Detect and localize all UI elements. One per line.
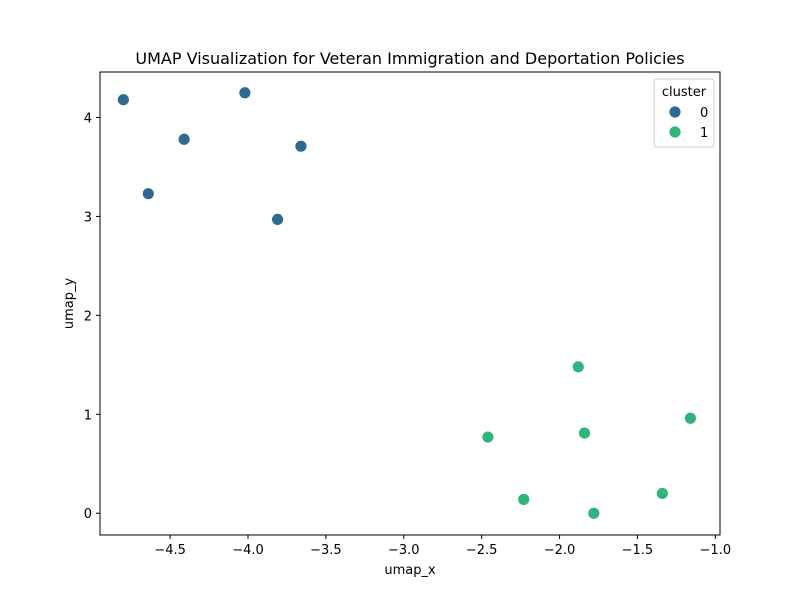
y-axis-label: umap_y [62, 278, 77, 330]
x-tick-label: −4.0 [232, 543, 264, 558]
x-axis-ticks: −4.5 −4.0 −3.5 −3.0 −2.5 −2.0 −1.5 −1.0 [154, 535, 731, 558]
scatter-point-cluster-1 [517, 492, 531, 506]
x-tick-label: −1.5 [622, 543, 654, 558]
y-tick-label: 4 [84, 112, 92, 127]
scatter-point-cluster-0 [238, 86, 252, 100]
x-tick-label: −1.0 [700, 543, 732, 558]
chart-title: UMAP Visualization for Veteran Immigrati… [135, 49, 684, 68]
legend-marker-cluster-0 [668, 105, 682, 119]
x-tick-label: −2.0 [544, 543, 576, 558]
x-tick-label: −2.5 [466, 543, 498, 558]
scatter-point-cluster-0 [177, 132, 191, 146]
y-axis-ticks: 0 1 2 3 4 [84, 112, 100, 522]
scatter-point-cluster-1 [587, 506, 601, 520]
scatter-point-cluster-0 [271, 213, 284, 226]
legend-marker-cluster-1 [668, 125, 682, 139]
plot-frame [99, 71, 721, 536]
y-tick-label: 2 [84, 309, 92, 324]
y-tick-label: 1 [84, 408, 92, 423]
legend-label: 1 [700, 126, 708, 141]
scatter-point-cluster-1 [481, 430, 495, 444]
legend-label: 0 [700, 106, 708, 121]
legend: cluster 01 [653, 78, 715, 148]
scatter-point-cluster-1 [571, 360, 585, 374]
legend-title: cluster [662, 85, 707, 100]
scatter-point-cluster-1 [655, 487, 669, 500]
scatter-point-cluster-0 [294, 139, 308, 153]
scatter-point-cluster-0 [141, 187, 155, 201]
x-tick-label: −3.0 [388, 543, 420, 558]
scatter-point-cluster-1 [578, 426, 591, 440]
scatter-point-cluster-1 [684, 411, 697, 425]
y-tick-label: 0 [84, 507, 92, 522]
y-tick-label: 3 [84, 210, 92, 225]
x-tick-label: −4.5 [154, 543, 186, 558]
x-tick-label: −3.5 [310, 543, 342, 558]
plot-marks [116, 86, 697, 520]
x-axis-label: umap_x [384, 563, 436, 578]
legend-items: 01 [668, 105, 708, 141]
scatter-point-cluster-0 [116, 93, 130, 107]
